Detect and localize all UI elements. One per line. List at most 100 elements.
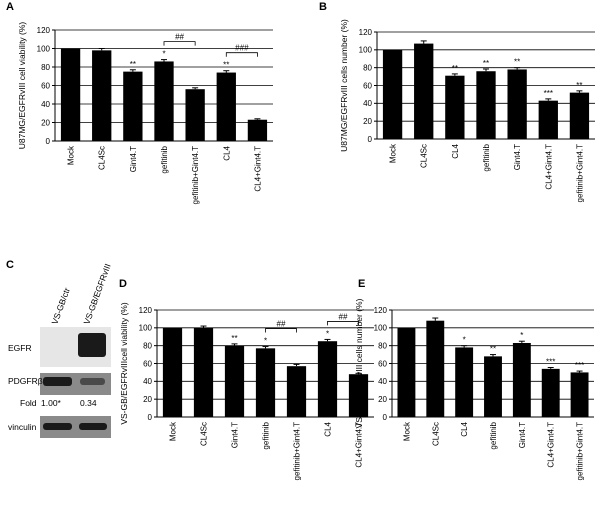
comparison-bracket: [163, 41, 196, 46]
panel-label-a: A: [6, 1, 14, 13]
significance-mark: *: [326, 329, 329, 338]
y-tick-label: 20: [378, 395, 387, 404]
comparison-bracket: [225, 52, 258, 57]
y-axis-label: U87MG/EGFRvIII cell viability (%): [17, 22, 27, 150]
y-tick-label: 40: [363, 99, 372, 108]
blot-panel-vinculin: [40, 416, 111, 438]
significance-mark: **: [483, 59, 489, 68]
blot-band: [79, 423, 107, 430]
x-tick-label: CL4: [324, 421, 333, 436]
bar: [484, 356, 502, 417]
x-tick-label: CL4: [222, 145, 231, 160]
y-tick-label: 60: [41, 81, 50, 90]
bar: [224, 345, 245, 417]
y-tick-label: 0: [148, 413, 153, 422]
blot-row-label: PDGFRβ: [8, 376, 43, 386]
chart-d: 0 20 40 60 80 100 120 VS-GB/EGFRvIIIcell viabil…: [119, 302, 374, 480]
bar: [538, 100, 558, 139]
significance-mark: **: [576, 81, 582, 90]
bar: [397, 327, 416, 417]
x-tick-label: Mock: [169, 421, 178, 441]
blot-band: [80, 378, 105, 385]
y-tick-label: 0: [46, 137, 51, 146]
x-tick-label: Mock: [389, 143, 398, 163]
bar: [455, 347, 474, 417]
bar: [541, 368, 560, 417]
y-tick-label: 20: [143, 395, 152, 404]
bar: [445, 75, 465, 139]
x-tick-label: gefitinib: [489, 421, 498, 449]
y-tick-label: 0: [383, 413, 388, 422]
y-tick-label: 120: [139, 306, 153, 315]
x-tick-label: CL4Sc: [98, 146, 107, 170]
y-axis-label: U87MG/EGFRvIII cells number (%): [339, 19, 349, 152]
y-tick-label: 100: [139, 324, 153, 333]
x-tick-label: gefitinib+Gint4.T: [191, 146, 200, 205]
x-tick-label: Gint4.T: [231, 422, 240, 448]
significance-mark: *: [162, 50, 165, 59]
bar: [570, 372, 589, 417]
blot-band: [43, 377, 72, 386]
chart-b: 0 20 40 60 80 100 120 U87MG/EGFRvIII cells numb…: [339, 19, 595, 203]
bracket-label: ##: [277, 320, 286, 329]
bar: [193, 327, 214, 417]
fold-value: 0.34: [80, 398, 97, 408]
bar: [247, 119, 268, 141]
x-tick-label: CL4+Gint4.T: [355, 422, 364, 468]
x-tick-label: CL4: [451, 143, 460, 158]
x-tick-label: Mock: [402, 421, 411, 441]
significance-mark: *: [463, 336, 466, 345]
bar: [348, 374, 369, 417]
x-tick-label: gefitinib+Gint4.T: [576, 422, 585, 481]
blot-lane-label: VS-GB/EGFRvIII: [81, 262, 112, 325]
blot-row-label: EGFR: [8, 343, 32, 353]
bar: [317, 341, 338, 417]
bar: [382, 49, 403, 140]
comparison-bracket: [327, 321, 359, 326]
x-tick-label: Gint4.T: [518, 422, 527, 448]
y-tick-label: 20: [41, 118, 50, 127]
y-tick-label: 80: [41, 63, 50, 72]
x-tick-label: Gint4.T: [129, 146, 138, 172]
blot-row-label: vinculin: [8, 422, 37, 432]
panel-label-c: C: [6, 259, 14, 271]
significance-mark: ***: [544, 89, 553, 98]
significance-mark: *: [520, 331, 523, 340]
bar: [216, 72, 236, 141]
bar: [476, 71, 496, 139]
y-axis-label: VS-GB/EGFRvIIIcell viability (%): [119, 302, 129, 424]
y-tick-label: 40: [41, 100, 50, 109]
significance-mark: *: [264, 337, 267, 346]
blot-band: [78, 333, 106, 357]
panel-label-d: D: [119, 278, 127, 290]
bar: [162, 327, 183, 417]
y-tick-label: 0: [368, 135, 373, 144]
y-axis-label: VS-GB/EGFRvIII cells number (%): [354, 298, 364, 428]
y-tick-label: 60: [143, 359, 152, 368]
x-tick-label: CL4: [460, 421, 469, 436]
significance-mark: ***: [575, 361, 584, 370]
bar: [60, 48, 81, 141]
x-tick-label: CL4+Gint4.T: [547, 422, 556, 468]
bar: [123, 71, 143, 141]
y-tick-label: 80: [143, 341, 152, 350]
x-tick-label: gefitinib+Gint4.T: [575, 144, 584, 203]
y-tick-label: 100: [359, 46, 373, 55]
bar: [569, 92, 590, 139]
fold-label: Fold: [20, 398, 37, 408]
panel-label-e: E: [358, 278, 365, 290]
y-tick-label: 80: [378, 341, 387, 350]
significance-mark: **: [452, 64, 458, 73]
panel-label-b: B: [319, 1, 327, 13]
blot-lane-label: VS-GB/ctr: [49, 286, 72, 326]
chart-e: 0 20 40 60 80 100 120 VS-GB/EGFRvIII cells numb…: [354, 298, 594, 480]
significance-mark: **: [130, 60, 136, 69]
significance-mark: **: [223, 61, 229, 70]
x-tick-label: CL4Sc: [420, 144, 429, 168]
bar: [154, 61, 174, 142]
bar: [507, 69, 527, 139]
x-tick-label: gefitinib+Gint4.T: [293, 422, 302, 481]
bar: [426, 320, 445, 417]
y-tick-label: 120: [359, 28, 373, 37]
x-tick-label: CL4Sc: [431, 422, 440, 446]
